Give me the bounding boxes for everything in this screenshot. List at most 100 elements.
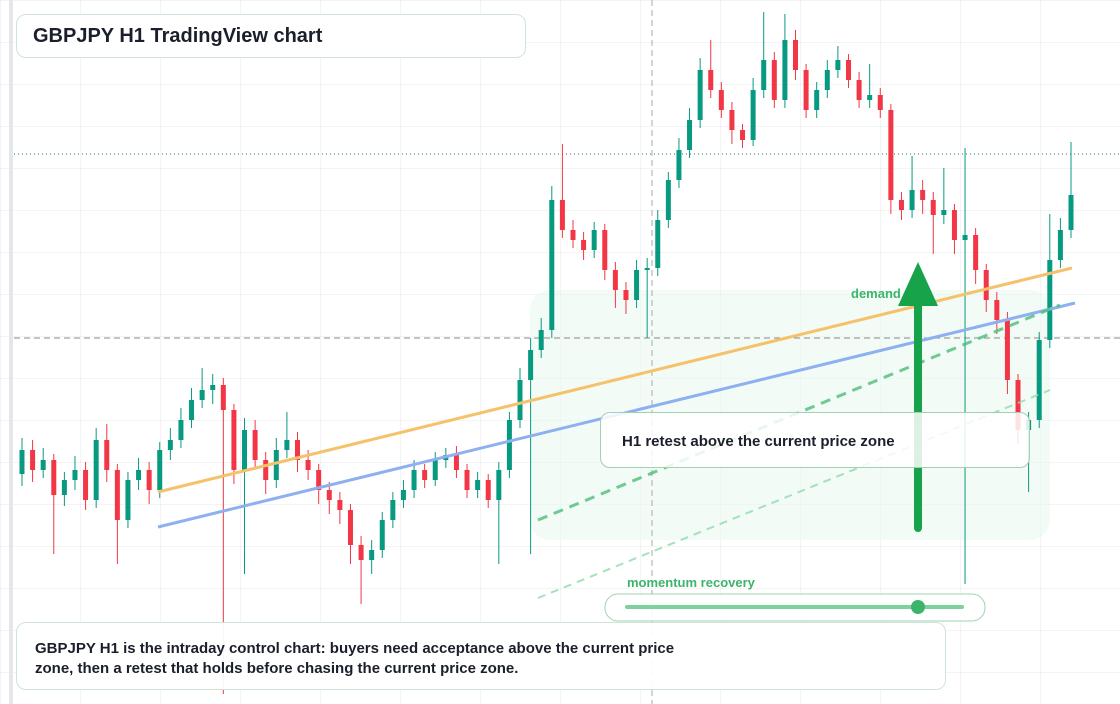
candle-body [189, 400, 195, 420]
candle-body [528, 350, 534, 380]
caption-box: GBPJPY H1 is the intraday control chart:… [16, 622, 946, 690]
candle-body [167, 440, 173, 450]
candle-body [591, 230, 597, 250]
candle-body [220, 385, 226, 410]
candle-body [920, 190, 926, 200]
candle-body [294, 440, 300, 460]
candle-body [316, 470, 322, 490]
candle-body [559, 200, 565, 230]
candle-body [19, 450, 25, 474]
candle-body [263, 460, 269, 480]
candle-body [867, 95, 873, 100]
candle-body [390, 500, 396, 520]
candle-body [570, 230, 576, 240]
candle-body [634, 270, 640, 300]
candle-body [72, 470, 78, 480]
candle-body [602, 230, 608, 270]
candle-body [909, 190, 915, 210]
candle-body [549, 200, 555, 330]
candle-body [676, 150, 682, 180]
candle-body [157, 450, 163, 490]
candle-body [337, 500, 343, 510]
candle-body [623, 290, 629, 300]
candle-body [178, 420, 184, 440]
candle-body [750, 90, 756, 140]
candle-body [210, 385, 216, 390]
candle-body [581, 240, 587, 250]
candle-body [771, 60, 777, 100]
candle-body [358, 545, 364, 560]
dashed-support [537, 303, 1061, 522]
candle-body [305, 460, 311, 470]
candle-body [951, 210, 957, 240]
candles [19, 12, 1074, 694]
candle-body [369, 550, 375, 560]
momentum-label: momentum recovery [627, 575, 756, 590]
candle-body [824, 70, 830, 90]
candle-body [231, 410, 237, 470]
candle-body [941, 210, 947, 215]
candle-body [83, 470, 89, 500]
candle-body [125, 480, 131, 520]
candle-body [464, 470, 470, 490]
caption: GBPJPY H1 is the intraday control chart:… [35, 640, 675, 677]
candle-body [782, 40, 788, 100]
candle-body [793, 40, 799, 70]
candle-body [612, 270, 618, 290]
candle-body [475, 480, 481, 490]
candle-body [411, 470, 417, 490]
candle-body [962, 235, 968, 240]
candle-body [1057, 230, 1063, 260]
candle-body [326, 490, 332, 500]
momentum-knob [911, 600, 925, 614]
candle-body [347, 510, 353, 545]
candle-body [114, 470, 120, 520]
candle-body [422, 470, 428, 480]
candle-body [803, 70, 809, 110]
candle-body [432, 460, 438, 480]
candle-body [1068, 195, 1074, 230]
chart-title: GBPJPY H1 TradingView chart [16, 14, 526, 58]
candle-body [485, 480, 491, 500]
candle-body [740, 130, 746, 140]
candle-body [252, 430, 258, 460]
candle-body [242, 430, 248, 470]
candle-body [973, 235, 979, 270]
candle-body [1004, 320, 1010, 380]
candle-body [983, 270, 989, 300]
candle-body [877, 95, 883, 110]
candle-body [845, 60, 851, 80]
candle-body [898, 200, 904, 210]
arrow-head [898, 262, 938, 306]
candle-body [40, 460, 46, 470]
callout: H1 retest above the current price zone [600, 412, 1030, 468]
candle-body [665, 180, 671, 220]
candle-body [655, 220, 661, 268]
candle-body [994, 300, 1000, 320]
candle-body [1036, 340, 1042, 420]
candle-body [718, 90, 724, 110]
left-edge [9, 0, 13, 704]
candle-body [729, 110, 735, 130]
candle-body [835, 60, 841, 70]
candle-body [199, 390, 205, 400]
candle-body [517, 380, 523, 420]
candle-body [856, 80, 862, 100]
candle-body [888, 110, 894, 200]
candle-body [1047, 260, 1053, 340]
candle-body [761, 60, 767, 90]
candle-body [814, 90, 820, 110]
candle-body [453, 455, 459, 470]
candle-body [400, 490, 406, 500]
candle-body [61, 480, 67, 495]
candle-body [644, 268, 650, 270]
candle-body [506, 420, 512, 470]
candle-body [273, 450, 279, 480]
candle-body [146, 470, 152, 490]
candle-body [930, 200, 936, 215]
candle-body [538, 330, 544, 350]
candle-body [104, 440, 110, 470]
candle-body [51, 460, 57, 495]
